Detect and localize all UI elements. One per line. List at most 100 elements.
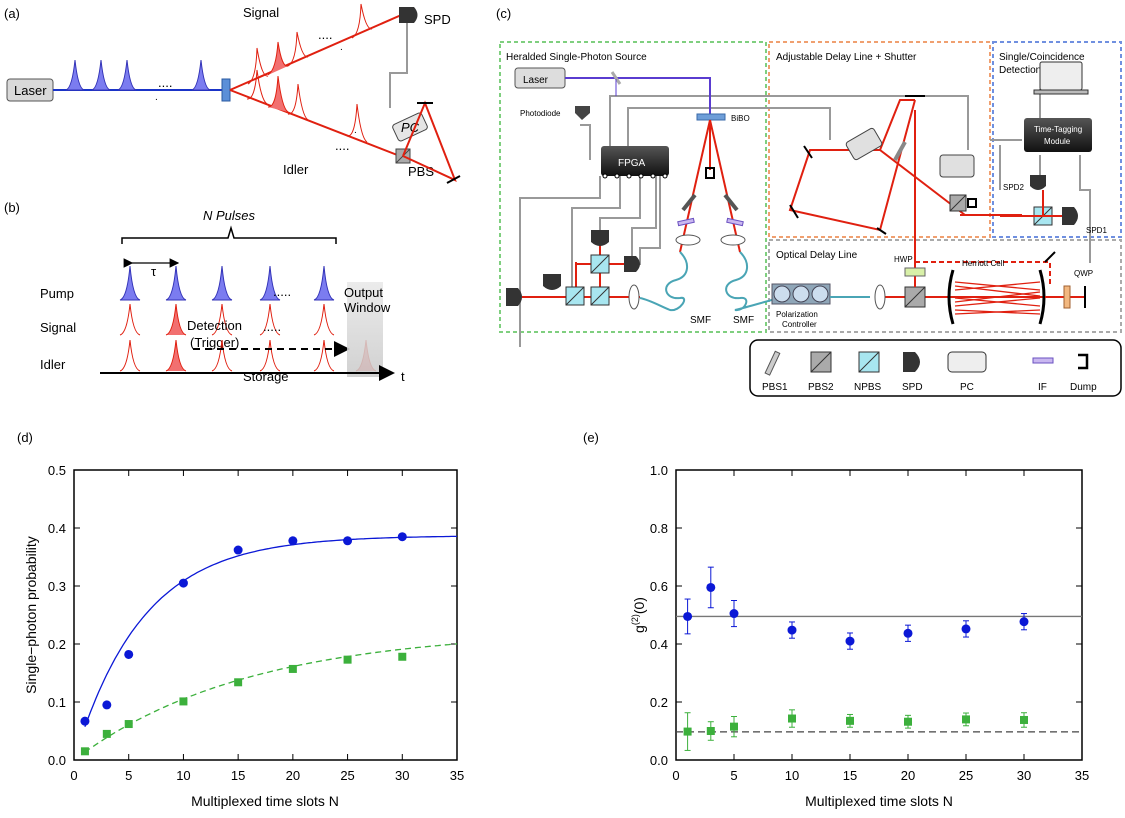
legend-icons (764, 350, 1089, 376)
x-tick-label: 0 (672, 768, 679, 783)
detection-optics (1000, 61, 1092, 226)
component-legend (749, 339, 1122, 397)
polarization-controller (771, 283, 831, 305)
bibo-crystal (696, 113, 726, 121)
pump-dot: . (155, 92, 158, 103)
beam-dump-c (705, 167, 715, 179)
mirror-right (723, 193, 739, 212)
hwp-label: HWP (894, 255, 913, 264)
delay-title: Adjustable Delay Line + Shutter (776, 52, 917, 63)
data-point-circle (288, 536, 298, 546)
output-label: Output (344, 285, 383, 300)
detection-label: Detection (187, 318, 242, 333)
data-point-square (343, 655, 352, 664)
data-point-circle (102, 700, 112, 710)
time-label: t (401, 369, 405, 384)
y-tick-label: 0.2 (48, 637, 66, 652)
heralding-optics (506, 230, 640, 310)
idler-label: Idler (283, 162, 309, 177)
storage-loop (402, 100, 457, 182)
pickoff (610, 71, 622, 85)
plot-e-ylabel: g(2)(0) (630, 597, 647, 633)
panel-d: (d) 0 5 10 15 20 25 30 35 0.0 0.1 0.2 0.3 0.4 0.5 Mul… (17, 430, 464, 809)
panel-a-label: (a) (4, 6, 20, 21)
data-point-circle (706, 582, 716, 592)
y-tick-label: 0.4 (48, 521, 66, 536)
signal-row-pulses (119, 303, 335, 336)
legend-pbs1: PBS1 (762, 382, 788, 393)
spd-a (399, 7, 418, 23)
fpga-ports (602, 173, 668, 179)
x-tick-label: 20 (286, 768, 300, 783)
spd-a-label: SPD (424, 12, 451, 27)
x-tick-label: 35 (1075, 768, 1089, 783)
plot-d-frame (73, 469, 458, 761)
n-pulses-label: N Pulses (203, 208, 256, 223)
detect-title-2: Detection (999, 65, 1041, 76)
x-tick-label: 20 (901, 768, 915, 783)
fit-curve (84, 535, 457, 728)
x-tick-label: 30 (395, 768, 409, 783)
fpga-box (601, 146, 669, 176)
data-point-square (288, 664, 297, 673)
y-tick-label: 0.4 (650, 637, 668, 652)
legend-npbs: NPBS (854, 382, 882, 393)
photodiode-label: Photodiode (520, 109, 561, 118)
data-point-circle (787, 625, 797, 635)
pol-ctrl-label-1: Polarization (776, 310, 818, 319)
tau-label: τ (151, 264, 157, 279)
y-tick-label: 0.8 (650, 521, 668, 536)
x-tick-label: 5 (730, 768, 737, 783)
panel-a: (a) Laser .... . Signal .... . SPD (4, 3, 461, 184)
data-point-circle (233, 545, 243, 555)
y-tick-label: 0.1 (48, 695, 66, 710)
data-point-square (398, 652, 407, 661)
pump-row-label: Pump (40, 286, 74, 301)
plot-e-reference-lines (676, 615, 1082, 733)
storage-label: Storage (243, 369, 289, 384)
data-point-circle (961, 624, 971, 634)
x-tick-label: 5 (125, 768, 132, 783)
idler-row-pulses (119, 339, 377, 372)
idler-beam (229, 89, 406, 159)
trigger-label: (Trigger) (190, 335, 239, 350)
data-point-square (788, 714, 796, 723)
nonlinear-crystal (221, 78, 231, 102)
photodiode-icon (575, 106, 590, 120)
plot-d-fits (84, 535, 458, 753)
pc-label: PC (401, 120, 420, 135)
panel-b: (b) N Pulses τ Pump Signal Idler ..... .… (4, 200, 405, 384)
x-tick-label: 0 (70, 768, 77, 783)
data-point-square (179, 697, 188, 706)
legend-if: IF (1038, 382, 1047, 393)
plot-d-points (80, 532, 407, 756)
smf-fiber-2 (725, 251, 781, 312)
pol-ctrl-label-2: Controller (782, 320, 817, 329)
data-point-circle (683, 611, 693, 621)
signal-beam (229, 8, 416, 91)
data-point-circle (80, 716, 90, 726)
y-tick-label: 1.0 (650, 463, 668, 478)
legend-pbs2: PBS2 (808, 382, 834, 393)
data-point-square (706, 727, 715, 735)
ttm-label-1: Time-Tagging (1034, 125, 1082, 134)
pump-dots: .... (158, 75, 172, 90)
mirror-left (681, 193, 697, 212)
data-point-circle (343, 536, 353, 546)
signal-dot: . (340, 42, 343, 53)
qwp-label: QWP (1074, 269, 1093, 278)
signal-label: Signal (243, 5, 279, 20)
pbs-label: PBS (408, 164, 434, 179)
pump-pulses (65, 59, 211, 91)
data-point-circle (845, 636, 855, 646)
y-tick-label: 0.0 (650, 753, 668, 768)
optical-delay-optics (874, 110, 1086, 325)
plot-d-ticks: 0 5 10 15 20 25 30 35 0.0 0.1 0.2 0.3 0.4 0.5 (48, 463, 464, 783)
window-label: Window (344, 300, 391, 315)
data-point-square (904, 717, 912, 726)
smf-fiber-1 (639, 251, 688, 312)
detect-title-1: Single/Coincidence (999, 52, 1085, 63)
source-title: Heralded Single-Photon Source (506, 52, 647, 63)
x-tick-label: 30 (1017, 768, 1031, 783)
source-box (499, 41, 767, 333)
